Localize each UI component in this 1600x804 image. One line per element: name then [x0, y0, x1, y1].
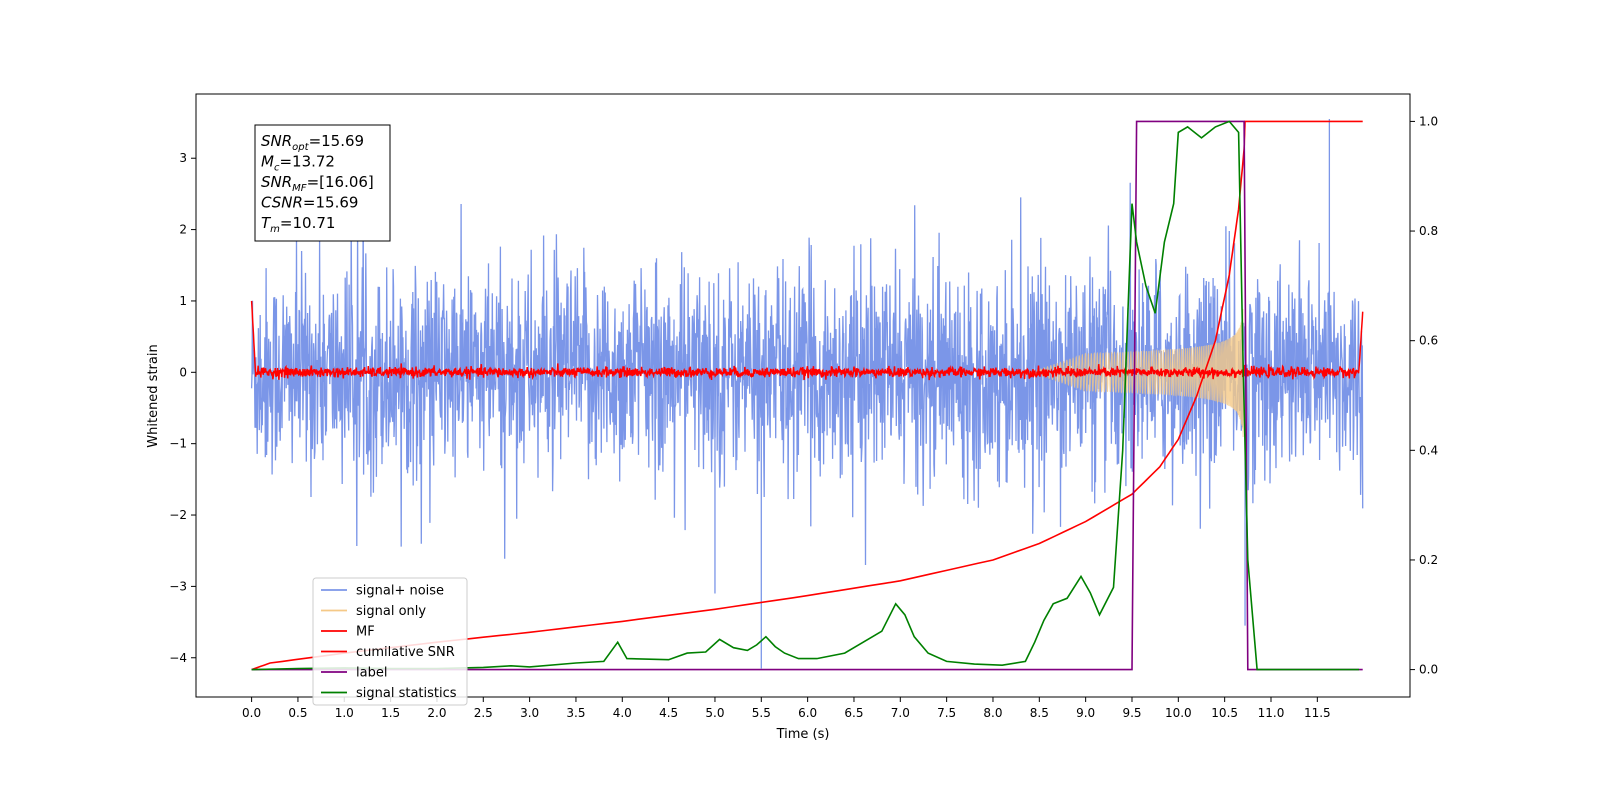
x-tick-label: 8.5 — [1030, 706, 1049, 720]
x-tick-label: 10.5 — [1211, 706, 1238, 720]
y-tick-label: −2 — [169, 508, 187, 522]
x-tick-label: 3.0 — [520, 706, 539, 720]
y2-tick-label: 0.6 — [1419, 334, 1438, 348]
y-tick-label: 1 — [179, 294, 187, 308]
x-tick-label: 2.5 — [474, 706, 493, 720]
cumulative-snr-line — [251, 120, 1363, 671]
legend-frame — [312, 577, 468, 706]
legend-label: signal statistics — [356, 686, 457, 701]
x-tick-label: 1.0 — [335, 706, 354, 720]
x-tick-label: 1.5 — [381, 706, 400, 720]
x-tick-label: 11.0 — [1258, 706, 1285, 720]
x-tick-label: 6.0 — [798, 706, 817, 720]
x-axis-label: Time (s) — [776, 727, 830, 742]
x-tick-label: 4.0 — [613, 706, 632, 720]
axes-frame — [195, 93, 1411, 698]
x-tick-label: 10.0 — [1165, 706, 1192, 720]
x-tick-label: 4.5 — [659, 706, 678, 720]
y2-tick-label: 0.2 — [1419, 553, 1438, 567]
y-tick-label: −3 — [169, 579, 187, 593]
y2-tick-label: 0.0 — [1419, 663, 1438, 677]
annotation-box: SNRopt=15.69Mc=13.72SNRMF=[16.06]CSNR=15… — [254, 124, 391, 242]
y-tick-label: −4 — [169, 651, 187, 665]
x-tick-label: 3.5 — [566, 706, 585, 720]
annotation-frame — [254, 124, 391, 242]
y-axis-label: Whitened strain — [146, 344, 161, 447]
y2-tick-label: 0.8 — [1419, 224, 1438, 238]
x-tick-label: 9.0 — [1076, 706, 1095, 720]
annotation-line: SNRMF=[16.06] — [261, 173, 374, 194]
annotation-line: Tm=10.71 — [261, 214, 335, 235]
legend-label: signal only — [356, 604, 426, 619]
signal-statistics-line — [251, 120, 1359, 671]
y2-tick-label: 0.4 — [1419, 443, 1438, 457]
x-tick-label: 6.5 — [844, 706, 863, 720]
plot-area — [250, 118, 1364, 671]
x-tick-label: 5.5 — [752, 706, 771, 720]
legend-label: MF — [356, 625, 375, 640]
x-tick-label: 5.0 — [705, 706, 724, 720]
y2-tick-label: 1.0 — [1419, 114, 1438, 128]
x-tick-label: 2.0 — [427, 706, 446, 720]
x-tick-label: 0.0 — [242, 706, 261, 720]
legend: signal+ noise signal only MF cumilative SNR… — [312, 577, 468, 706]
legend-label: signal+ noise — [356, 584, 444, 599]
mf-line — [250, 300, 1364, 381]
x-tick-label: 0.5 — [288, 706, 307, 720]
x-tick-label: 7.5 — [937, 706, 956, 720]
annotation-line: Mc=13.72 — [261, 153, 335, 174]
y-tick-label: 3 — [179, 151, 187, 165]
axes: 0.0 0.5 1.0 1.5 2.0 2.5 3.0 3.5 4.0 4.5 5.0 5.5 6.0 6… — [169, 93, 1438, 720]
x-tick-label: 7.0 — [891, 706, 910, 720]
x-tick-label: 9.5 — [1122, 706, 1141, 720]
y-tick-label: 2 — [179, 223, 187, 237]
annotation-line: SNRopt=15.69 — [261, 132, 364, 153]
series-signal-only — [1029, 308, 1245, 438]
y-tick-label: 0 — [179, 365, 187, 379]
y-tick-label: −1 — [169, 437, 187, 451]
legend-label: cumilative SNR — [356, 645, 455, 660]
annotation-line: CSNR=15.69 — [261, 194, 358, 212]
signal-only-line — [1029, 308, 1245, 438]
x-tick-label: 8.0 — [983, 706, 1002, 720]
x-tick-label: 11.5 — [1304, 706, 1331, 720]
legend-label: label — [356, 666, 387, 681]
